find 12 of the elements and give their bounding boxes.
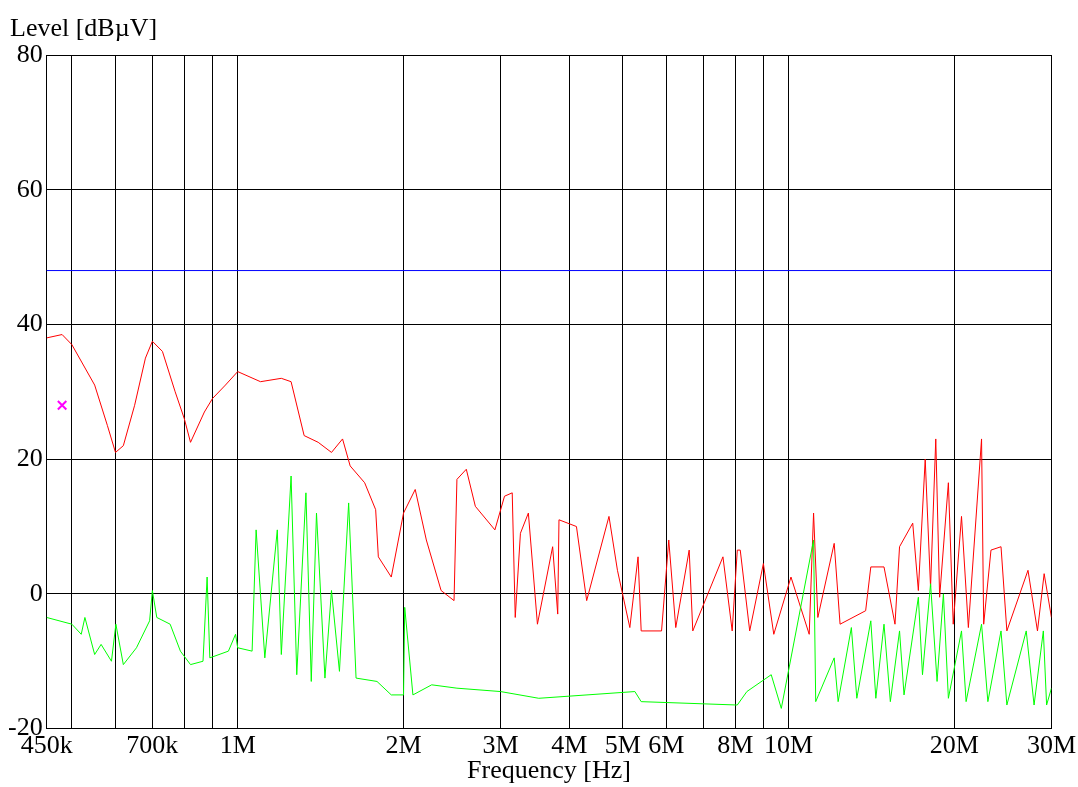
x-tick-label: 10M: [764, 730, 814, 760]
x-tick-label: 20M: [929, 730, 979, 760]
y-tick-label: 60: [16, 173, 43, 203]
y-tick-label: 20: [16, 442, 43, 472]
x-tick-label: 2M: [385, 730, 422, 760]
x-tick-label: 700k: [126, 730, 179, 760]
x-tick-label: 30M: [1026, 730, 1076, 760]
x-tick-label: 1M: [219, 730, 256, 760]
y-tick-label: 0: [29, 577, 43, 607]
x-tick-label: 8M: [717, 730, 754, 760]
y-tick-label: 40: [16, 308, 43, 338]
x-tick-label: 6M: [648, 730, 685, 760]
